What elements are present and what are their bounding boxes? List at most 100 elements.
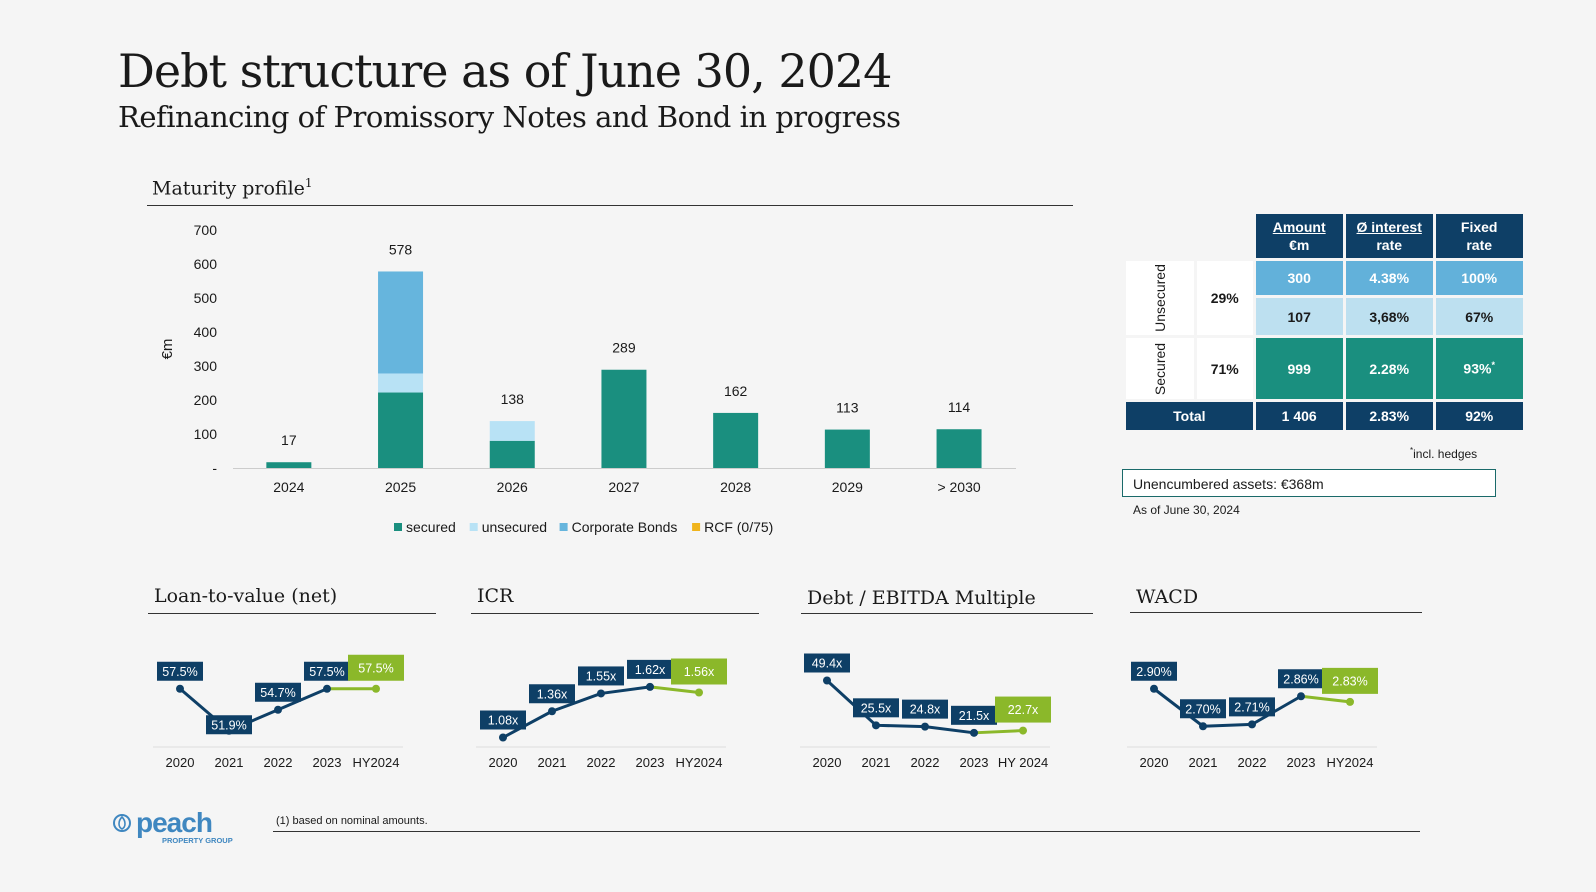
data-point: [1297, 692, 1305, 701]
data-label: 54.7%: [260, 686, 295, 700]
data-point: [548, 707, 556, 716]
data-label: 2.70%: [1185, 702, 1220, 716]
data-label-box: [206, 715, 252, 735]
x-tick-label: 2023: [636, 755, 665, 770]
bar-secured: [824, 429, 870, 468]
maturity-rule: [147, 205, 1073, 206]
series-line-hy: [973, 729, 1024, 735]
bar-secured: [601, 369, 647, 468]
data-label: 51.9%: [211, 718, 246, 732]
data-point: [695, 688, 703, 697]
data-label-box: [157, 661, 203, 681]
y-tick-label: 500: [194, 290, 218, 306]
wacd-line-chart: 2.90% 2.70% 2.71% 2.86% 2.83% 2020 2021 2022 202…: [1127, 661, 1378, 770]
x-tick-label: 2026: [497, 479, 528, 495]
x-tick-label: 2024: [273, 479, 304, 495]
debt-table: Amount €m Ø interest rate Fixed rate Unsecu…: [1123, 211, 1526, 433]
data-point: [372, 684, 380, 693]
data-point: [323, 684, 331, 693]
data-label: 1.55x: [586, 669, 617, 683]
y-tick-label: 400: [194, 324, 218, 340]
x-tick-label: 2028: [720, 479, 751, 495]
debt-ebitda-line-chart: 49.4x 25.5x 24.8x 21.5x 22.7x 2020 2021 2022 202…: [800, 653, 1051, 770]
x-tick-label: 2023: [313, 755, 342, 770]
data-label: 57.5%: [358, 661, 393, 675]
footnote: (1) based on nominal amounts.: [276, 815, 428, 827]
data-label-box: [853, 698, 899, 718]
data-label-box: [578, 666, 624, 686]
bar-corporate-bonds: [378, 271, 424, 374]
data-point: [176, 684, 184, 693]
data-label-box: [480, 710, 526, 730]
data-label-box: [1278, 669, 1324, 689]
x-tick-label: 2027: [608, 479, 639, 495]
icr-title: ICR: [477, 585, 514, 607]
bar-secured: [378, 392, 424, 468]
debt-ebitda-title: Debt / EBITDA Multiple: [807, 587, 1036, 609]
data-label-box: [1180, 699, 1226, 719]
debt-table-wrap: Amount €m Ø interest rate Fixed rate Unsecu…: [1123, 211, 1526, 433]
bar-secured: [266, 462, 312, 468]
data-label: 1.62x: [635, 663, 666, 677]
icr-line-chart: 1.08x 1.36x 1.55x 1.62x 1.56x 2020 2021 2022 202…: [476, 658, 727, 770]
x-tick-label: 2020: [813, 755, 842, 770]
legend-label: Corporate Bonds: [572, 519, 678, 535]
header-fixed-rate: Fixed rate: [1435, 214, 1523, 258]
y-tick-label: -: [212, 460, 217, 476]
data-point: [1199, 722, 1207, 731]
data-point: [1248, 720, 1256, 729]
y-tick-label: 100: [194, 426, 218, 442]
header-amount: Amount €m: [1255, 214, 1343, 258]
series-line: [502, 685, 651, 739]
data-label-box: [1229, 697, 1275, 717]
data-label-box: [902, 699, 948, 719]
secured-side-label: Secured: [1126, 338, 1194, 399]
x-tick-label: 2022: [587, 755, 616, 770]
data-label-box: [529, 684, 575, 704]
data-point: [1346, 697, 1354, 706]
bar-secured: [936, 429, 982, 468]
x-tick-label: 2022: [264, 755, 293, 770]
footer-rule: [273, 831, 1420, 832]
x-tick-label: 2025: [385, 479, 416, 495]
data-label: 2.90%: [1136, 665, 1171, 679]
series-line: [179, 687, 328, 733]
unsecured-interest: 3,68%: [1345, 298, 1433, 335]
data-point: [646, 682, 654, 691]
debt-ebitda-rule: [801, 613, 1093, 614]
data-label: 57.5%: [162, 665, 197, 679]
data-label: 49.4x: [812, 657, 843, 671]
bar-total-label: 578: [389, 241, 413, 257]
unencumbered-assets-box: Unencumbered assets: €368m: [1122, 469, 1496, 497]
bar-total-label: 114: [948, 399, 971, 415]
page-title: Debt structure as of June 30, 2024: [118, 44, 892, 98]
x-tick-label: 2021: [215, 755, 244, 770]
data-label-box: [304, 661, 350, 681]
x-tick-label: HY2024: [353, 755, 400, 770]
data-label: 22.7x: [1008, 703, 1039, 717]
x-tick-label: 2022: [1238, 755, 1267, 770]
page-subtitle: Refinancing of Promissory Notes and Bond…: [118, 100, 901, 134]
bar-secured: [489, 440, 535, 468]
data-point: [823, 676, 831, 685]
data-label-box: [995, 696, 1051, 723]
unsecured-amount: 107: [1255, 298, 1343, 335]
ltv-title: Loan-to-value (net): [154, 585, 338, 607]
legend-swatch: [394, 523, 402, 531]
data-label: 1.08x: [488, 714, 519, 728]
x-tick-label: 2021: [1189, 755, 1218, 770]
data-label-box: [1131, 661, 1177, 681]
x-tick-label: HY 2024: [998, 755, 1048, 770]
x-tick-label: 2021: [538, 755, 567, 770]
data-point: [597, 689, 605, 698]
data-point: [872, 721, 880, 730]
legend-label: unsecured: [482, 519, 547, 535]
x-tick-label: HY2024: [1327, 755, 1374, 770]
bonds-amount: 300: [1255, 261, 1343, 295]
total-interest: 2.83%: [1345, 402, 1433, 430]
legend-swatch: [559, 523, 568, 531]
logo-subtitle: PROPERTY GROUP: [162, 836, 233, 845]
y-tick-label: 200: [194, 392, 218, 408]
wacd-rule: [1130, 612, 1422, 613]
secured-pct: 71%: [1196, 338, 1253, 399]
